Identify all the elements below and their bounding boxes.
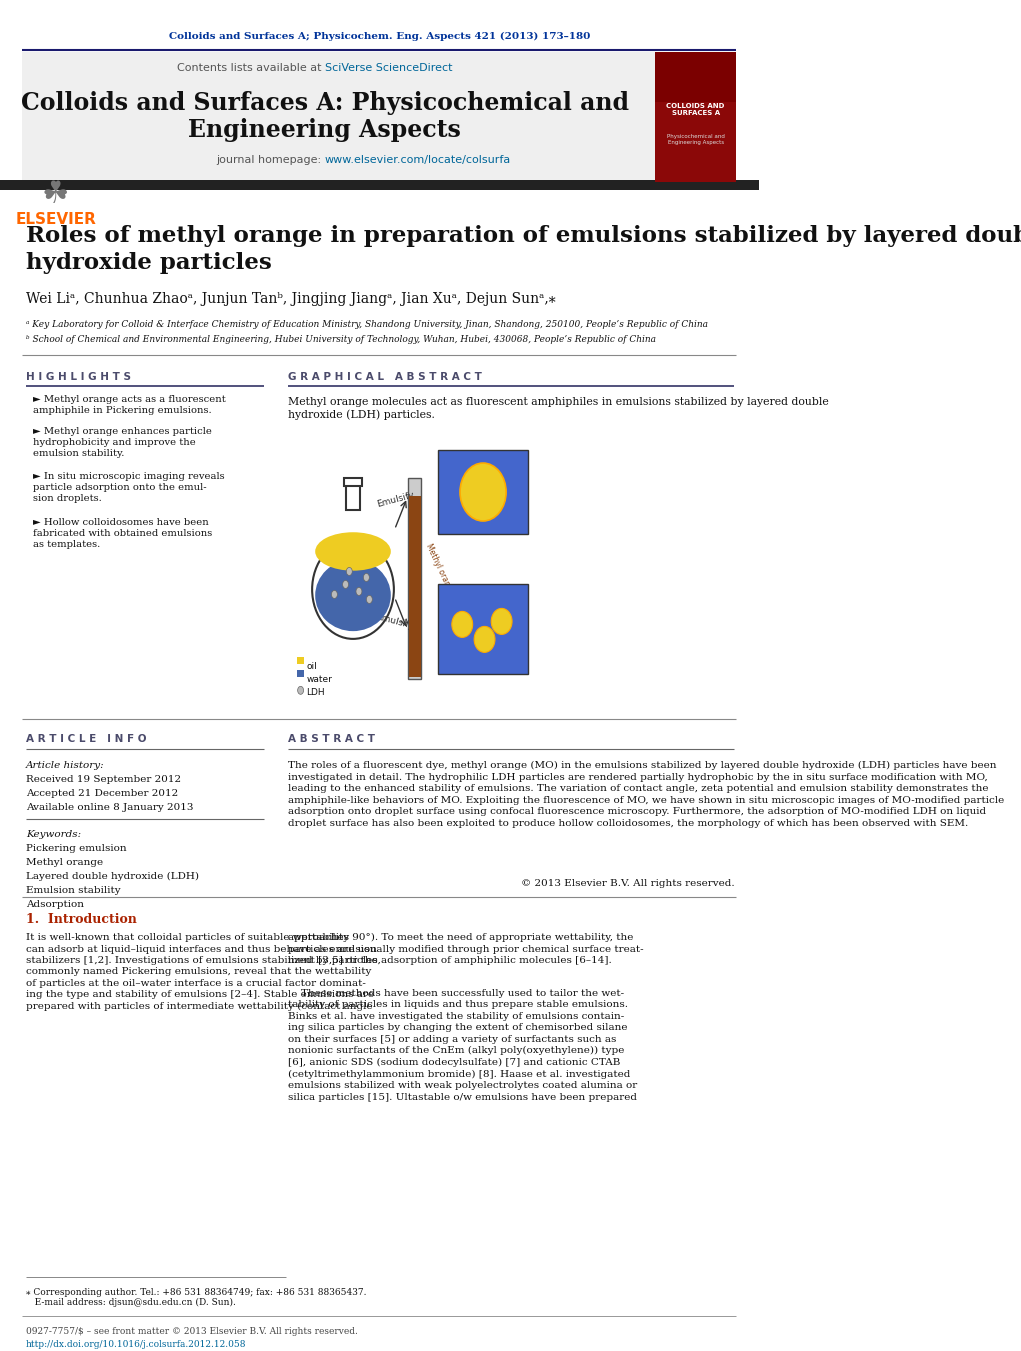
Circle shape [343,581,348,589]
Bar [408,477,422,680]
Text: Roles of methyl orange in preparation of emulsions stabilized by layered double
: Roles of methyl orange in preparation of… [26,224,1021,274]
Text: © 2013 Elsevier B.V. All rights reserved.: © 2013 Elsevier B.V. All rights reserved… [521,880,734,888]
Text: ᵃ Key Laboratory for Colloid & Interface Chemistry of Education Ministry, Shando: ᵃ Key Laboratory for Colloid & Interface… [26,320,708,328]
Text: These methods have been successfully used to tailor the wet-
tability of particl: These methods have been successfully use… [288,989,637,1101]
Text: journal homepage:: journal homepage: [216,155,325,165]
Text: Methyl orange: Methyl orange [424,543,455,596]
Circle shape [356,588,361,596]
Bar [0,180,759,190]
Text: Adsorption: Adsorption [26,900,84,909]
Text: ᵇ School of Chemical and Environmental Engineering, Hubei University of Technolo: ᵇ School of Chemical and Environmental E… [26,335,657,343]
Text: Engineering Aspects: Engineering Aspects [188,118,461,142]
Text: ► Methyl orange enhances particle
hydrophobicity and improve the
emulsion stabil: ► Methyl orange enhances particle hydrop… [34,427,212,458]
Text: Pickering emulsion: Pickering emulsion [26,844,127,854]
Bar [655,101,736,182]
Text: ⁎ Corresponding author. Tel.: +86 531 88364749; fax: +86 531 88365437.
   E-mail: ⁎ Corresponding author. Tel.: +86 531 88… [26,1288,367,1308]
Text: ► Methyl orange acts as a fluorescent
amphiphile in Pickering emulsions.: ► Methyl orange acts as a fluorescent am… [34,394,227,415]
Text: Keywords:: Keywords: [26,831,81,839]
Bar [438,585,528,674]
Text: Article history:: Article history: [26,761,104,770]
Ellipse shape [315,532,391,570]
Bar [297,658,304,665]
Text: Methyl orange: Methyl orange [26,858,103,867]
Ellipse shape [452,612,473,638]
Text: 0927-7757/$ – see front matter © 2013 Elsevier B.V. All rights reserved.: 0927-7757/$ – see front matter © 2013 El… [26,1327,358,1336]
Text: Colloids and Surfaces A: Physicochemical and: Colloids and Surfaces A: Physicochemical… [20,91,629,115]
Bar [344,477,361,485]
Text: A B S T R A C T: A B S T R A C T [288,735,376,744]
Text: water: water [306,676,332,685]
Bar [438,450,528,535]
Text: approaches 90°). To meet the need of appropriate wettability, the
particles are : approaches 90°). To meet the need of app… [288,934,644,965]
Bar [346,480,359,509]
Text: G R A P H I C A L   A B S T R A C T: G R A P H I C A L A B S T R A C T [288,372,482,381]
Text: ► Hollow colloidosomes have been
fabricated with obtained emulsions
as templates: ► Hollow colloidosomes have been fabrica… [34,517,212,549]
Ellipse shape [460,463,506,521]
Bar [408,496,421,677]
Text: Available online 8 January 2013: Available online 8 January 2013 [26,804,194,812]
Circle shape [332,590,337,598]
Text: Colloids and Surfaces A; Physicochem. Eng. Aspects 421 (2013) 173–180: Colloids and Surfaces A; Physicochem. En… [169,31,590,41]
Text: Received 19 September 2012: Received 19 September 2012 [26,775,181,784]
Text: ELSEVIER: ELSEVIER [15,212,96,227]
Text: http://dx.doi.org/10.1016/j.colsurfa.2012.12.058: http://dx.doi.org/10.1016/j.colsurfa.201… [26,1340,246,1348]
Text: ► In situ microscopic imaging reveals
particle adsorption onto the emul-
sion dr: ► In situ microscopic imaging reveals pa… [34,471,225,503]
Text: Emulsify: Emulsify [376,612,415,631]
Text: Emulsion stability: Emulsion stability [26,886,120,896]
Circle shape [298,686,303,694]
Text: Layered double hydroxide (LDH): Layered double hydroxide (LDH) [26,873,199,881]
Text: oil: oil [306,662,317,671]
Ellipse shape [315,559,391,631]
Text: SciVerse ScienceDirect: SciVerse ScienceDirect [325,63,452,73]
Circle shape [367,596,373,604]
Bar [22,51,654,182]
Text: It is well-known that colloidal particles of suitable wettability
can adsorb at : It is well-known that colloidal particle… [26,934,381,1011]
Text: Methyl orange molecules act as fluorescent amphiphiles in emulsions stabilized b: Methyl orange molecules act as fluoresce… [288,397,829,420]
Bar [655,51,736,182]
Text: A R T I C L E   I N F O: A R T I C L E I N F O [26,735,146,744]
Ellipse shape [474,627,495,653]
Text: The roles of a fluorescent dye, methyl orange (MO) in the emulsions stabilized b: The roles of a fluorescent dye, methyl o… [288,761,1005,828]
Text: Contents lists available at: Contents lists available at [177,63,325,73]
Text: Emulsify: Emulsify [376,490,415,509]
Text: www.elsevier.com/locate/colsurfa: www.elsevier.com/locate/colsurfa [325,155,512,165]
Ellipse shape [312,540,394,639]
Text: LDH: LDH [306,689,325,697]
Ellipse shape [491,608,513,635]
Circle shape [346,567,352,576]
Text: 1.  Introduction: 1. Introduction [26,913,137,927]
Text: H I G H L I G H T S: H I G H L I G H T S [26,372,131,381]
Text: Accepted 21 December 2012: Accepted 21 December 2012 [26,789,179,798]
Text: ☘: ☘ [42,180,69,209]
Text: Wei Liᵃ, Chunhua Zhaoᵃ, Junjun Tanᵇ, Jingjing Jiangᵃ, Jian Xuᵃ, Dejun Sunᵃ,⁎: Wei Liᵃ, Chunhua Zhaoᵃ, Junjun Tanᵇ, Jin… [26,292,555,305]
Text: Physicochemical and
Engineering Aspects: Physicochemical and Engineering Aspects [667,135,725,146]
Bar [297,670,304,677]
Text: COLLOIDS AND
SURFACES A: COLLOIDS AND SURFACES A [667,104,725,116]
Circle shape [363,573,370,581]
